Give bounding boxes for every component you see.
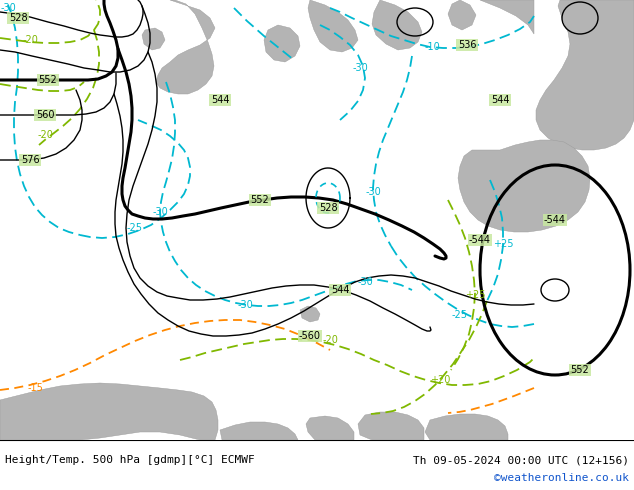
Polygon shape	[425, 414, 508, 440]
Text: +25: +25	[465, 290, 485, 300]
Text: 528: 528	[319, 203, 337, 213]
Polygon shape	[264, 25, 300, 62]
Text: -15: -15	[27, 383, 43, 393]
Text: -20: -20	[322, 335, 338, 345]
Text: -30: -30	[0, 3, 16, 13]
Text: 536: 536	[458, 40, 476, 50]
Text: 560: 560	[36, 110, 55, 120]
Text: -30: -30	[237, 300, 253, 310]
Text: 544: 544	[491, 95, 509, 105]
Polygon shape	[142, 28, 165, 50]
Polygon shape	[306, 416, 354, 440]
Polygon shape	[372, 0, 422, 50]
Text: -30: -30	[357, 277, 373, 287]
Polygon shape	[448, 0, 476, 30]
Text: 552: 552	[571, 365, 590, 375]
Polygon shape	[358, 412, 424, 440]
Polygon shape	[458, 140, 590, 232]
Text: -544: -544	[469, 235, 491, 245]
Polygon shape	[480, 0, 534, 34]
Text: 528: 528	[9, 13, 27, 23]
Polygon shape	[220, 422, 298, 440]
Text: -25: -25	[127, 223, 143, 233]
Polygon shape	[308, 0, 358, 52]
Text: Th 09-05-2024 00:00 UTC (12+156): Th 09-05-2024 00:00 UTC (12+156)	[413, 455, 629, 465]
Text: -544: -544	[544, 215, 566, 225]
Text: -25: -25	[452, 310, 468, 320]
Text: Height/Temp. 500 hPa [gdmp][°C] ECMWF: Height/Temp. 500 hPa [gdmp][°C] ECMWF	[5, 455, 255, 465]
Text: 552: 552	[39, 75, 57, 85]
Text: 552: 552	[250, 195, 269, 205]
Text: 544: 544	[210, 95, 230, 105]
Polygon shape	[156, 0, 215, 94]
Text: +20: +20	[430, 375, 450, 385]
Text: -30: -30	[152, 207, 168, 217]
Text: -20: -20	[37, 130, 53, 140]
Text: -560: -560	[299, 331, 321, 341]
Text: 544: 544	[331, 285, 349, 295]
Text: ©weatheronline.co.uk: ©weatheronline.co.uk	[494, 473, 629, 483]
Text: 576: 576	[21, 155, 39, 165]
Text: -20: -20	[22, 35, 38, 45]
Text: -30: -30	[352, 63, 368, 73]
Polygon shape	[536, 0, 634, 150]
Text: -10: -10	[424, 42, 440, 52]
Polygon shape	[300, 306, 320, 322]
Text: -30: -30	[365, 187, 381, 197]
Polygon shape	[0, 383, 218, 440]
Text: +25: +25	[493, 239, 514, 249]
